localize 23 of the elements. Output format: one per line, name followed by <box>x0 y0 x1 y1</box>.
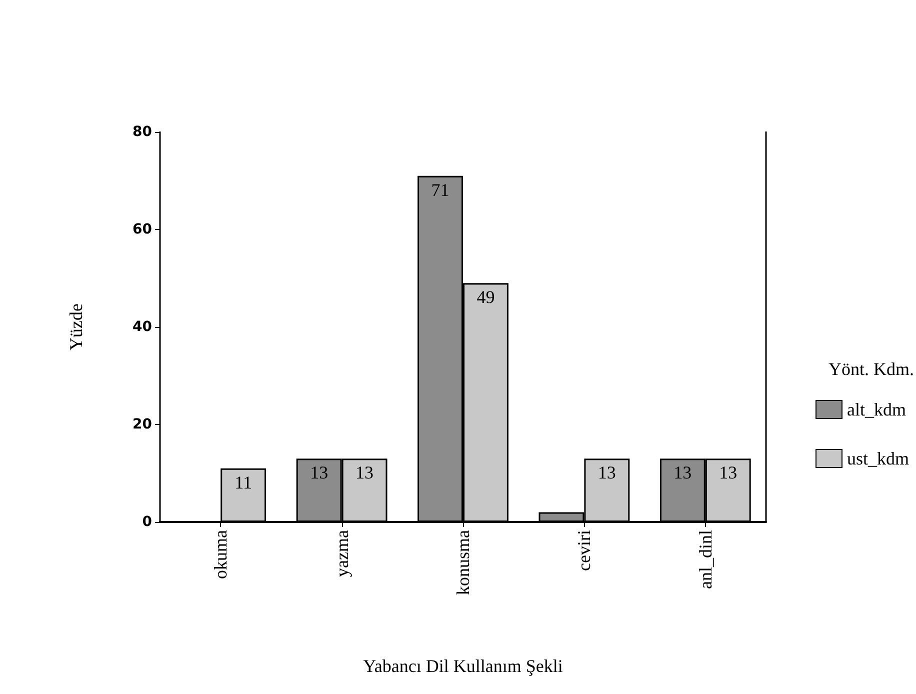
x-tick-label: okuma <box>210 530 231 579</box>
y-axis-title: Yüzde <box>66 304 86 350</box>
legend-label: ust_kdm <box>846 448 910 468</box>
x-tick-label: konusma <box>453 530 473 595</box>
data-label: 71 <box>431 180 450 200</box>
data-label: 11 <box>234 472 252 492</box>
y-tick-label: 20 <box>132 416 152 432</box>
y-tick-label: 0 <box>142 514 152 530</box>
legend-label: alt_kdm <box>846 400 906 420</box>
y-tick-label: 40 <box>132 319 152 335</box>
x-axis-title: Yabancı Dil Kullanım Şekli <box>363 656 563 676</box>
data-label: 13 <box>674 462 692 483</box>
x-tick-label: yazma <box>332 530 352 577</box>
y-tick-label: 60 <box>132 222 152 238</box>
data-label: 13 <box>310 462 328 483</box>
legend-title: Yönt. Kdm. <box>828 359 914 379</box>
y-tick-label: 80 <box>132 124 152 140</box>
data-label: 13 <box>356 462 374 483</box>
data-label: 49 <box>476 287 495 308</box>
data-label: 13 <box>598 462 616 483</box>
x-tick-label: ceviri <box>574 530 594 571</box>
x-tick-label: anl_dinl <box>695 530 716 589</box>
data-label: 13 <box>719 462 738 483</box>
